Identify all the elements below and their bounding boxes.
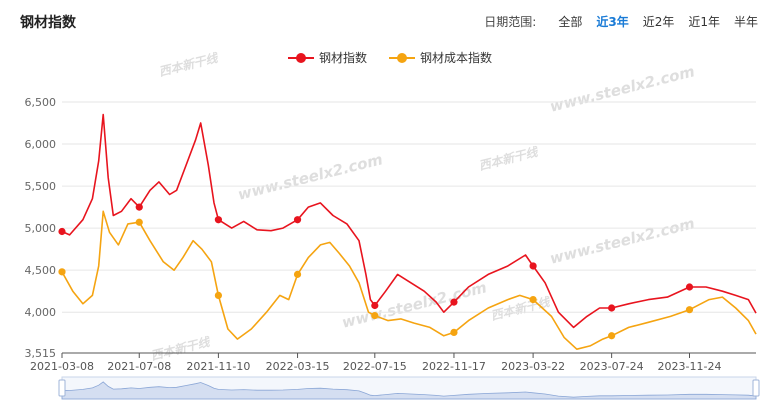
chart-series [58,113,757,350]
series-point-cost [685,306,694,314]
chart-grid [62,101,756,354]
y-tick-label: 5,500 [25,180,57,193]
series-point-steel [685,283,694,291]
series-point-steel [529,262,537,270]
series-point-steel [58,227,66,236]
series-point-cost [58,268,66,276]
legend-label-steel: 钢材指数 [318,51,367,65]
series-point-cost [135,218,143,226]
series-point-cost [214,291,223,300]
x-tick-label: 2021-03-08 [30,360,94,373]
range-option-2y[interactable]: 近2年 [642,15,675,29]
y-tick-label: 5,000 [25,222,57,235]
x-tick-label: 2023-03-22 [501,360,565,373]
y-tick-label: 4,000 [25,306,57,319]
series-point-steel [371,301,379,310]
legend-symbol-cost [389,52,415,63]
series-point-cost [529,296,537,304]
series-line-steel [61,113,757,329]
date-range-selector: 日期范围: 全部 近3年 近2年 近1年 半年 [484,13,758,30]
y-tick-label: 6,500 [25,96,57,109]
series-point-steel [608,304,616,312]
range-option-6m[interactable]: 半年 [733,15,758,29]
chart-legend: 钢材指数 钢材成本指数 [0,49,780,66]
chart-axes: 3,515 4,000 4,500 5,000 5,500 6,000 6,500 2021-… [25,96,756,373]
series-line-cost [61,210,757,350]
range-option-3y[interactable]: 近3年 [596,15,629,29]
series-point-steel [214,216,223,224]
x-tick-label: 2021-07-08 [107,360,171,373]
y-tick-label: 4,500 [25,264,57,277]
x-tick-label: 2022-11-17 [422,360,486,373]
zoom-handle-right[interactable] [752,379,760,397]
zoom-handle-left[interactable] [58,379,66,397]
zoom-preview [61,381,757,400]
data-zoom-slider [58,376,760,400]
legend-label-cost: 钢材成本指数 [420,51,493,65]
range-option-all[interactable]: 全部 [558,15,583,29]
series-point-cost [608,332,616,340]
range-option-1y[interactable]: 近1年 [688,15,720,29]
x-tick-label: 2023-07-24 [580,360,644,373]
legend-symbol-steel [287,52,314,63]
series-point-steel [450,298,458,306]
x-tick-label: 2021-11-10 [186,360,250,373]
y-tick-label: 6,000 [25,138,57,151]
series-point-steel [293,216,302,224]
page-title: 钢材指数 [20,15,76,31]
series-point-cost [450,328,458,336]
date-range-label: 日期范围: [484,15,537,29]
x-tick-label: 2023-11-24 [658,360,722,373]
x-tick-label: 2022-07-15 [343,360,407,373]
x-tick-label: 2022-03-15 [266,360,330,373]
y-tick-label: 3,515 [25,347,57,360]
series-point-cost [293,270,302,278]
series-point-cost [371,311,379,320]
legend-item-cost[interactable]: 钢材成本指数 [389,49,492,66]
series-point-steel [135,203,143,211]
legend-item-steel[interactable]: 钢材指数 [287,49,367,66]
